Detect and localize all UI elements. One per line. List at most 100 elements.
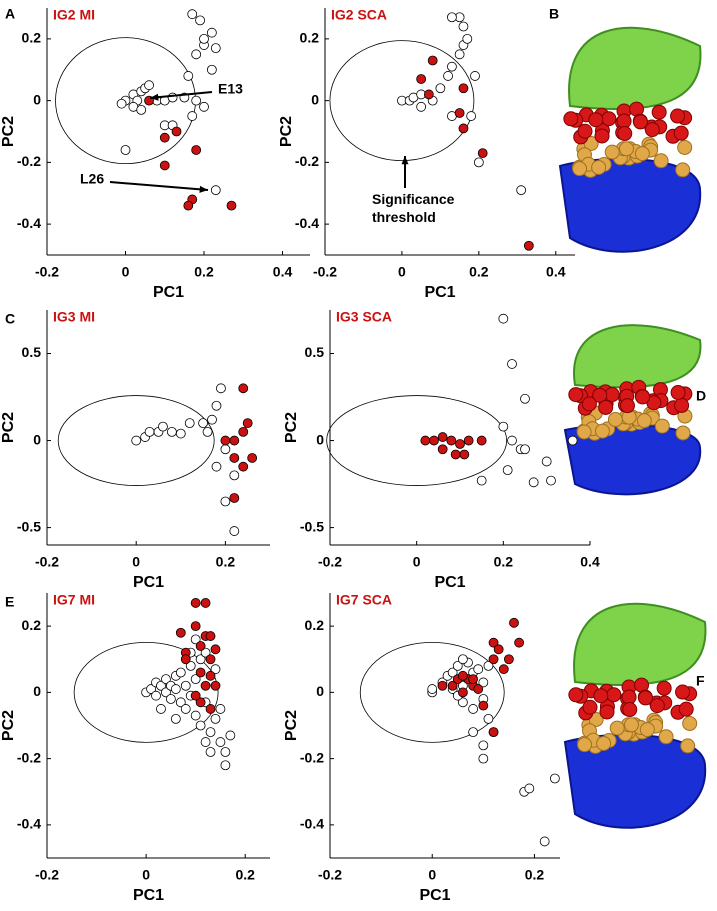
data-point — [156, 680, 166, 691]
y-tick-label: -0.5 — [17, 518, 41, 534]
y-tick-label: 0 — [33, 431, 41, 447]
data-point — [216, 383, 226, 394]
data-point — [175, 428, 186, 439]
data-point — [225, 730, 236, 741]
data-point — [468, 727, 479, 738]
data-point — [210, 664, 221, 675]
data-point — [447, 680, 458, 691]
data-point — [541, 456, 552, 467]
data-point — [136, 104, 147, 115]
y-tick-label: 0 — [311, 91, 319, 107]
y-tick-label: -0.4 — [17, 816, 41, 832]
arrow-shaft — [149, 91, 213, 99]
data-point — [457, 654, 468, 665]
orange-atom — [609, 720, 625, 736]
y-axis-label: PC2 — [283, 412, 300, 443]
red-atom — [644, 122, 660, 138]
data-point — [478, 677, 489, 688]
x-tick-label: 0.2 — [194, 264, 214, 280]
data-point — [144, 80, 154, 91]
data-point — [202, 426, 213, 437]
red-atom — [606, 687, 622, 703]
data-point — [210, 185, 221, 196]
data-point — [509, 617, 519, 628]
y-tick-label: -0.4 — [295, 215, 319, 231]
data-point — [447, 61, 457, 72]
red-atom — [635, 389, 651, 405]
x-axis-label: PC1 — [419, 887, 450, 904]
x-tick-label: 0 — [413, 554, 421, 570]
data-point — [220, 444, 231, 455]
panel-label: E — [5, 594, 14, 610]
data-point — [167, 92, 178, 103]
data-point — [205, 727, 216, 738]
y-tick-label: -0.4 — [17, 215, 41, 231]
data-point — [191, 49, 202, 60]
data-point — [455, 439, 465, 449]
annotation: Significance threshold — [372, 191, 455, 225]
data-point — [200, 680, 211, 691]
arrow-head — [401, 156, 409, 165]
x-tick-label: -0.2 — [318, 554, 342, 570]
orange-atom — [576, 424, 592, 440]
red-atom — [673, 125, 689, 141]
data-point — [523, 240, 534, 251]
y-axis-label: PC2 — [0, 412, 17, 443]
y-axis-label: PC2 — [283, 710, 300, 741]
orange-atom — [654, 418, 670, 434]
data-point — [493, 644, 504, 655]
arrow-head — [150, 93, 159, 101]
data-point — [524, 783, 535, 794]
red-atom — [621, 689, 637, 705]
data-point — [166, 426, 177, 437]
data-point — [183, 200, 194, 211]
data-point — [187, 111, 198, 121]
data-point — [242, 418, 253, 429]
data-point — [220, 435, 231, 446]
data-point — [498, 664, 509, 675]
data-point — [468, 674, 479, 685]
data-point — [211, 461, 222, 472]
data-point — [229, 526, 240, 536]
x-tick-label: 0.2 — [216, 554, 236, 570]
data-point — [427, 55, 438, 66]
data-point — [205, 704, 216, 714]
data-point — [473, 684, 484, 694]
green-domain — [573, 324, 702, 389]
x-tick-label: 0.4 — [546, 264, 566, 280]
data-point — [462, 33, 473, 44]
data-point — [457, 670, 468, 681]
data-point — [520, 444, 530, 455]
data-point — [502, 465, 513, 476]
red-atom — [674, 397, 690, 413]
chart-title: IG3 MI — [53, 309, 95, 325]
data-point — [195, 720, 206, 731]
data-point — [520, 393, 530, 404]
red-atom — [622, 702, 638, 718]
data-point — [498, 313, 509, 324]
red-atom — [594, 128, 610, 144]
red-atom — [599, 704, 615, 720]
data-point — [488, 637, 499, 648]
data-point — [546, 475, 556, 486]
data-point — [468, 704, 479, 714]
data-point — [416, 101, 427, 112]
red-atom — [616, 113, 632, 129]
red-atom — [632, 114, 648, 130]
data-point — [215, 704, 226, 714]
data-point — [220, 496, 231, 507]
y-tick-label: -0.2 — [300, 749, 324, 765]
x-axis-label: PC1 — [133, 574, 164, 591]
orange-atom — [577, 737, 593, 753]
data-point — [151, 690, 161, 701]
x-axis-label: PC1 — [133, 887, 164, 904]
data-point — [191, 95, 202, 106]
data-point — [478, 740, 489, 751]
data-point — [423, 89, 434, 100]
y-tick-label: -0.2 — [17, 749, 41, 765]
arrow-head — [199, 185, 208, 193]
protein-structure — [558, 26, 702, 253]
data-point — [206, 27, 217, 38]
orange-atom — [680, 738, 696, 754]
data-point — [165, 694, 176, 704]
